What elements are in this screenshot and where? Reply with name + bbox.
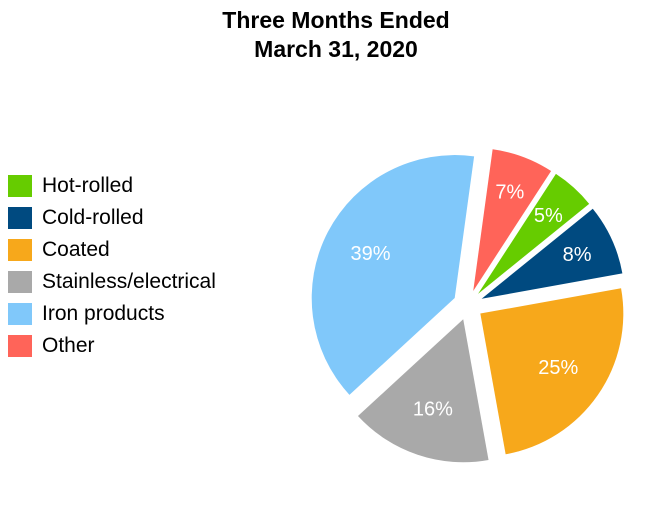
legend-swatch-coated bbox=[8, 239, 32, 261]
chart-title: Three Months Ended March 31, 2020 bbox=[0, 6, 672, 64]
legend-item-iron-products: Iron products bbox=[8, 298, 216, 330]
legend-swatch-other bbox=[8, 335, 32, 357]
legend-swatch-stainless-electrical bbox=[8, 271, 32, 293]
pie-label-hot-rolled: 5% bbox=[534, 205, 563, 227]
pie-slice-hot-rolled bbox=[478, 173, 590, 294]
pie-slice-stainless-electrical bbox=[357, 319, 489, 463]
legend-label-iron-products: Iron products bbox=[42, 302, 165, 325]
legend-item-hot-rolled: Hot-rolled bbox=[8, 170, 216, 202]
legend-swatch-iron-products bbox=[8, 303, 32, 325]
legend-label-stainless-electrical: Stainless/electrical bbox=[42, 270, 216, 293]
legend-swatch-cold-rolled bbox=[8, 207, 32, 229]
pie-label-cold-rolled: 8% bbox=[563, 244, 592, 266]
pie-slice-other bbox=[473, 149, 552, 291]
legend-label-hot-rolled: Hot-rolled bbox=[42, 174, 134, 197]
legend-item-stainless-electrical: Stainless/electrical bbox=[8, 266, 216, 298]
legend-label-other: Other bbox=[42, 334, 95, 357]
legend-label-cold-rolled: Cold-rolled bbox=[42, 206, 144, 229]
pie-slice-coated bbox=[480, 288, 624, 455]
legend-label-coated: Coated bbox=[42, 238, 110, 261]
pie-label-stainless-electrical: 16% bbox=[413, 398, 453, 420]
chart-title-line-1: Three Months Ended bbox=[222, 7, 450, 33]
pie-slice-cold-rolled bbox=[481, 208, 623, 299]
legend-item-other: Other bbox=[8, 330, 216, 362]
legend-swatch-hot-rolled bbox=[8, 175, 32, 197]
chart-title-line-2: March 31, 2020 bbox=[254, 36, 418, 62]
pie-label-iron-products: 39% bbox=[351, 243, 391, 265]
legend: Hot-rolled Cold-rolled Coated Stainless/… bbox=[8, 170, 216, 362]
pie-label-coated: 25% bbox=[538, 357, 578, 379]
legend-item-coated: Coated bbox=[8, 234, 216, 266]
pie-label-other: 7% bbox=[495, 182, 524, 204]
pie-slice-iron-products bbox=[311, 155, 475, 395]
legend-item-cold-rolled: Cold-rolled bbox=[8, 202, 216, 234]
